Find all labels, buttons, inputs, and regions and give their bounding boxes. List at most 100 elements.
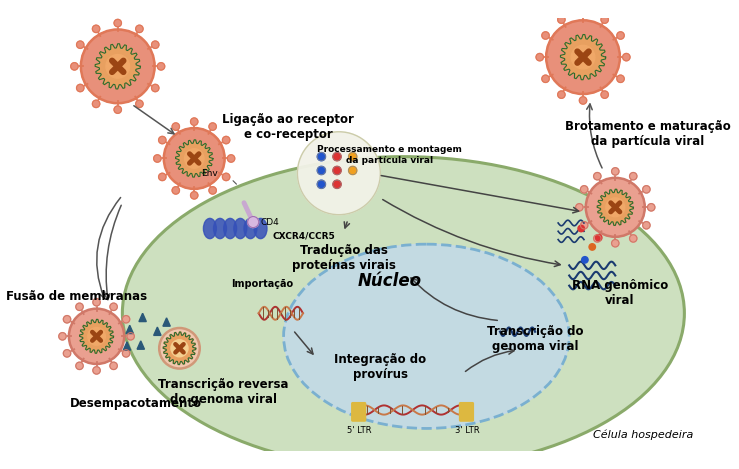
Polygon shape [163,318,170,326]
FancyBboxPatch shape [352,403,366,421]
Circle shape [76,362,84,370]
Circle shape [151,84,159,91]
Circle shape [159,136,166,144]
Ellipse shape [123,157,684,469]
Circle shape [136,25,143,32]
Circle shape [159,173,166,181]
Circle shape [582,257,588,263]
Circle shape [617,75,624,83]
Circle shape [542,32,549,39]
Circle shape [349,152,357,161]
Circle shape [542,75,549,83]
Circle shape [617,32,624,39]
Circle shape [222,173,230,181]
Polygon shape [163,332,196,364]
Polygon shape [126,325,134,333]
Ellipse shape [224,219,236,239]
Circle shape [191,118,198,125]
Polygon shape [139,313,146,322]
Circle shape [576,204,583,211]
Text: Transcrição reversa
do genoma viral: Transcrição reversa do genoma viral [158,378,289,406]
Circle shape [601,16,608,23]
Text: Tradução das
proteínas virais: Tradução das proteínas virais [292,244,395,272]
Polygon shape [560,35,606,80]
Circle shape [349,166,357,174]
Ellipse shape [214,219,226,239]
Polygon shape [123,342,131,350]
Circle shape [248,217,259,227]
Polygon shape [176,140,213,177]
Circle shape [209,187,217,194]
Circle shape [110,303,118,310]
Circle shape [601,91,608,98]
Circle shape [64,350,71,357]
Circle shape [114,106,121,113]
Polygon shape [137,341,144,349]
Circle shape [123,316,130,323]
Circle shape [612,240,619,247]
Circle shape [630,173,637,180]
Circle shape [93,299,101,306]
Circle shape [64,316,71,323]
Ellipse shape [203,219,217,239]
Text: Env: Env [202,169,218,178]
Circle shape [151,41,159,48]
Circle shape [580,221,588,229]
Polygon shape [80,319,114,353]
Text: Fusão de membranas: Fusão de membranas [6,290,147,303]
Circle shape [630,235,637,242]
Circle shape [106,54,129,78]
Ellipse shape [254,219,267,239]
Circle shape [643,221,650,229]
Circle shape [297,132,381,215]
Circle shape [623,53,630,61]
Ellipse shape [234,219,247,239]
Circle shape [333,166,341,174]
Text: Transcrição do
genoma viral: Transcrição do genoma viral [487,325,583,353]
Circle shape [579,97,587,104]
Circle shape [171,340,188,357]
Circle shape [589,244,596,250]
FancyBboxPatch shape [460,403,474,421]
Circle shape [76,303,84,310]
Circle shape [546,20,620,94]
Circle shape [172,187,180,194]
Circle shape [77,41,84,48]
Text: Ligação ao receptor
e co-receptor: Ligação ao receptor e co-receptor [222,113,354,141]
Circle shape [596,234,602,241]
Text: Célula hospedeira: Célula hospedeira [593,430,693,440]
Text: Desempacotamento: Desempacotamento [70,397,202,410]
Circle shape [110,362,118,370]
Circle shape [536,53,543,61]
Text: Processamento e montagem
da partícula viral: Processamento e montagem da partícula vi… [317,145,462,165]
Text: CD4: CD4 [261,218,279,227]
Ellipse shape [284,244,569,429]
Polygon shape [597,189,633,226]
Circle shape [228,155,235,162]
Text: Brotamento e maturação
da partícula viral: Brotamento e maturação da partícula vira… [565,120,730,148]
Circle shape [172,123,180,130]
Circle shape [159,328,200,369]
Circle shape [580,186,588,193]
Circle shape [643,186,650,193]
Circle shape [154,155,161,162]
Circle shape [157,63,165,70]
Circle shape [114,19,121,27]
Text: CXCR4/CCR5: CXCR4/CCR5 [273,231,336,241]
Circle shape [593,173,601,180]
Circle shape [93,367,101,374]
Circle shape [317,152,325,161]
Circle shape [81,30,154,103]
Circle shape [69,309,124,364]
Circle shape [647,204,655,211]
Circle shape [164,128,225,189]
Ellipse shape [244,219,257,239]
Text: Integração do
provírus: Integração do provírus [334,353,426,381]
Polygon shape [95,44,140,89]
Circle shape [88,327,106,345]
Polygon shape [154,327,161,335]
Circle shape [578,225,585,232]
Circle shape [579,10,587,17]
Circle shape [558,91,565,98]
Circle shape [571,45,595,69]
